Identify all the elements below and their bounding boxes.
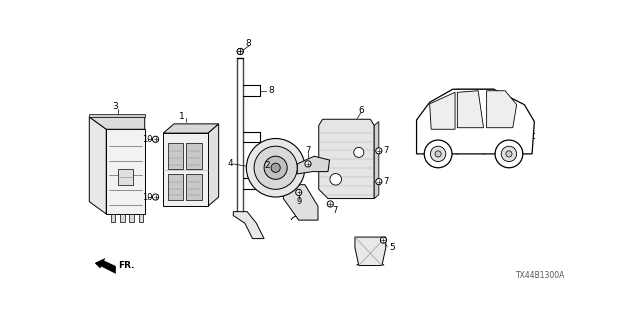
Text: 4: 4 <box>228 159 234 168</box>
Polygon shape <box>118 169 133 185</box>
Polygon shape <box>90 117 106 214</box>
Polygon shape <box>90 117 145 129</box>
Circle shape <box>506 151 512 157</box>
Text: 6: 6 <box>359 106 365 115</box>
Text: 7: 7 <box>383 146 389 155</box>
Text: 7: 7 <box>305 146 310 155</box>
Polygon shape <box>168 174 183 200</box>
Text: 10: 10 <box>141 135 152 144</box>
Polygon shape <box>374 122 379 198</box>
Circle shape <box>376 179 382 185</box>
Circle shape <box>376 148 382 154</box>
Polygon shape <box>95 260 115 273</box>
Circle shape <box>431 146 446 162</box>
Text: 8: 8 <box>246 39 252 48</box>
Polygon shape <box>208 124 219 206</box>
Polygon shape <box>234 212 264 239</box>
Polygon shape <box>429 92 455 129</box>
Polygon shape <box>129 214 134 222</box>
Polygon shape <box>163 124 219 133</box>
Polygon shape <box>458 91 484 128</box>
Polygon shape <box>297 156 330 174</box>
Circle shape <box>327 201 333 207</box>
Circle shape <box>296 189 302 196</box>
Polygon shape <box>168 143 183 169</box>
Circle shape <box>152 136 159 142</box>
Text: 10: 10 <box>141 193 152 202</box>
Text: 7: 7 <box>383 177 389 186</box>
Circle shape <box>264 156 287 179</box>
Polygon shape <box>163 133 208 206</box>
Text: 9: 9 <box>296 197 301 206</box>
Polygon shape <box>106 129 145 214</box>
Circle shape <box>424 140 452 168</box>
Circle shape <box>254 146 297 189</box>
Circle shape <box>435 151 441 157</box>
Polygon shape <box>355 237 386 266</box>
Text: 2: 2 <box>264 161 269 170</box>
Polygon shape <box>120 214 125 222</box>
Circle shape <box>354 147 364 157</box>
Polygon shape <box>90 114 145 117</box>
Polygon shape <box>186 174 202 200</box>
Polygon shape <box>139 214 143 222</box>
Circle shape <box>501 146 516 162</box>
Circle shape <box>271 163 280 172</box>
Text: 7: 7 <box>333 206 338 215</box>
Polygon shape <box>486 91 516 128</box>
Polygon shape <box>186 143 202 169</box>
Circle shape <box>237 48 243 55</box>
Polygon shape <box>111 214 115 222</box>
Text: 3: 3 <box>113 102 118 111</box>
Circle shape <box>330 173 342 185</box>
Circle shape <box>237 48 243 55</box>
Polygon shape <box>284 185 318 220</box>
Circle shape <box>246 139 305 197</box>
Text: 5: 5 <box>390 243 396 252</box>
Text: 8: 8 <box>268 86 274 95</box>
Circle shape <box>380 237 387 243</box>
Circle shape <box>152 194 159 200</box>
Circle shape <box>305 161 311 167</box>
Text: TX44B1300A: TX44B1300A <box>516 271 565 280</box>
Text: 1: 1 <box>179 112 184 121</box>
Polygon shape <box>319 119 374 198</box>
Circle shape <box>495 140 523 168</box>
Polygon shape <box>95 259 105 268</box>
Polygon shape <box>417 89 534 154</box>
Text: FR.: FR. <box>118 261 135 270</box>
